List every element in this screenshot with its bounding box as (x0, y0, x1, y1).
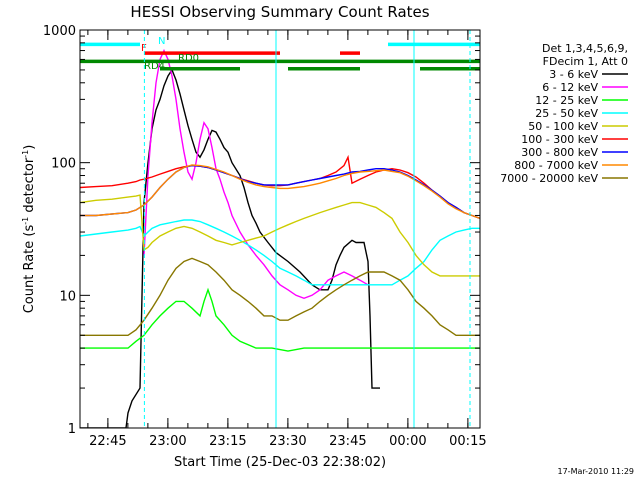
series-line-800-7000-kev (80, 164, 480, 220)
y-tick-label: 1000 (43, 24, 76, 39)
series-line-300-800-kev (80, 164, 480, 220)
legend-label-300-800-kev: 300 - 800 keV (521, 146, 598, 159)
y-tick-label: 1 (68, 422, 76, 437)
y-axis-label: Count Rate (s-1 detector-1) (21, 145, 37, 314)
legend-header-1: FDecim 1, Att 0 (543, 55, 628, 68)
vline-layer (143, 30, 471, 428)
y-axis: 1 10 100 1000 (43, 24, 480, 437)
flag-label-rd4: RD4 (144, 61, 165, 72)
flag-label-rd0: RD0 (178, 53, 199, 64)
x-tick-label: 23:45 (329, 434, 366, 449)
timestamp: 17-Mar-2010 11:29 (558, 467, 635, 476)
series-line-7000-20000-kev (80, 257, 480, 336)
plot-frame (79, 29, 481, 429)
chart-title: HESSI Observing Summary Count Rates (130, 3, 429, 21)
y-axis-label-part3: ) (22, 145, 37, 150)
legend-header-0: Det 1,3,4,5,6,9, (542, 42, 628, 55)
series-line-50-100-kev (80, 194, 480, 277)
x-tick-label: 00:00 (389, 434, 426, 449)
series-line-12-25-kev (80, 287, 480, 352)
y-axis-label-sup2: -1 (21, 150, 30, 158)
flag-label-n: N (158, 36, 165, 47)
y-tick-label: 10 (59, 289, 76, 304)
legend-label-3-6-kev: 3 - 6 keV (549, 68, 598, 81)
series-line-3-6-kev (80, 68, 380, 428)
flag-label-f: F (141, 43, 147, 54)
legend-label-7000-20000-kev: 7000 - 20000 keV (500, 172, 598, 185)
legend-label-100-300-kev: 100 - 300 keV (521, 133, 598, 146)
x-tick-label: 23:30 (269, 434, 306, 449)
x-tick-label: 22:45 (89, 434, 126, 449)
x-tick-label: 23:15 (209, 434, 246, 449)
legend-label-25-50-kev: 25 - 50 keV (535, 107, 598, 120)
series-layer (80, 48, 480, 428)
legend-label-800-7000-kev: 800 - 7000 keV (514, 159, 598, 172)
y-tick-label: 100 (51, 157, 76, 172)
legend-label-50-100-kev: 50 - 100 keV (528, 120, 598, 133)
flag-layer: NF RD0 RD4 (80, 36, 480, 72)
legend-label-6-12-kev: 6 - 12 keV (542, 81, 598, 94)
y-axis-label-part1: Count Rate (s (22, 225, 37, 314)
legend-label-12-25-kev: 12 - 25 keV (535, 94, 598, 107)
y-axis-label-sup1: -1 (21, 217, 30, 225)
series-line-25-50-kev (80, 219, 480, 286)
x-tick-label: 00:15 (449, 434, 486, 449)
legend: Det 1,3,4,5,6,9,FDecim 1, Att 03 - 6 keV… (500, 42, 628, 185)
x-tick-label: 23:00 (149, 434, 186, 449)
x-axis: 22:45 23:00 23:15 23:30 23:45 00:00 00:15 (87, 30, 487, 449)
y-axis-label-part2: detector (22, 157, 37, 217)
x-axis-label: Start Time (25-Dec-03 22:38:02) (174, 455, 386, 470)
